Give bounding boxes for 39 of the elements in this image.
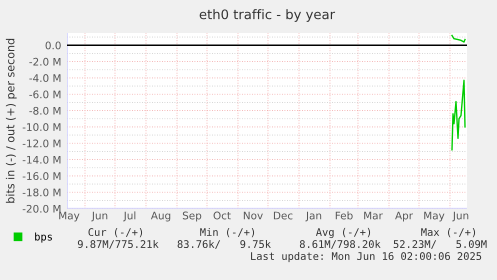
y-tick-label: -2.0 M bbox=[29, 58, 60, 66]
x-tick-label: Jan bbox=[305, 212, 322, 222]
y-tick-label: -10.0 M bbox=[22, 123, 60, 132]
text: Avg (-/+) bbox=[316, 228, 370, 238]
chart-title: eth0 traffic - by year bbox=[200, 9, 336, 22]
y-tick-label: 0.0 bbox=[46, 41, 61, 50]
y-tick-label: -16.0 M bbox=[22, 172, 60, 180]
text: Last update: Mon Jun 16 02:00:06 2025 bbox=[251, 252, 482, 262]
x-tick-label: Sep bbox=[182, 212, 202, 222]
y-tick-label: -20.0 M bbox=[22, 204, 60, 213]
text: 52.23M/ 5.09M bbox=[394, 240, 487, 249]
y-tick-label: -18.0 M bbox=[22, 188, 60, 196]
x-tick-label: Jun bbox=[452, 212, 468, 222]
y-tick-label: -4.0 M bbox=[29, 74, 60, 82]
text: Max (-/+) bbox=[421, 228, 476, 238]
text: Min (-/+) bbox=[200, 228, 254, 238]
legend-label: bps bbox=[35, 232, 52, 243]
x-tick-label: Feb bbox=[336, 211, 353, 220]
line-series bbox=[451, 80, 466, 150]
x-tick-label: Aug bbox=[150, 212, 170, 222]
x-tick-label: Jul bbox=[123, 211, 136, 222]
y-tick-label: -14.0 M bbox=[22, 156, 60, 164]
y-tick-label: -12.0 M bbox=[22, 139, 60, 148]
text: Cur (-/+) bbox=[88, 228, 142, 238]
y-axis-title: bits in (-) / out (+) per second bbox=[6, 38, 17, 203]
x-tick-label: Mar bbox=[364, 212, 383, 220]
x-tick-label: Jun bbox=[91, 212, 108, 222]
x-tick-label: May bbox=[424, 212, 444, 222]
text: 8.61M/798.20k bbox=[300, 240, 381, 249]
y-tick-label: -8.0 M bbox=[29, 106, 60, 115]
y-tick-label: -6.0 M bbox=[29, 90, 60, 98]
x-tick-label: Oct bbox=[214, 212, 231, 220]
line-series bbox=[451, 34, 466, 43]
text: 9.87M/775.21k bbox=[78, 240, 159, 249]
x-tick-label: May bbox=[59, 212, 80, 222]
text: 83.76k/ 9.75k bbox=[178, 240, 271, 249]
x-tick-label: Dec bbox=[274, 212, 292, 220]
x-tick-label: Nov bbox=[244, 212, 263, 220]
x-tick-label: Apr bbox=[395, 212, 414, 222]
